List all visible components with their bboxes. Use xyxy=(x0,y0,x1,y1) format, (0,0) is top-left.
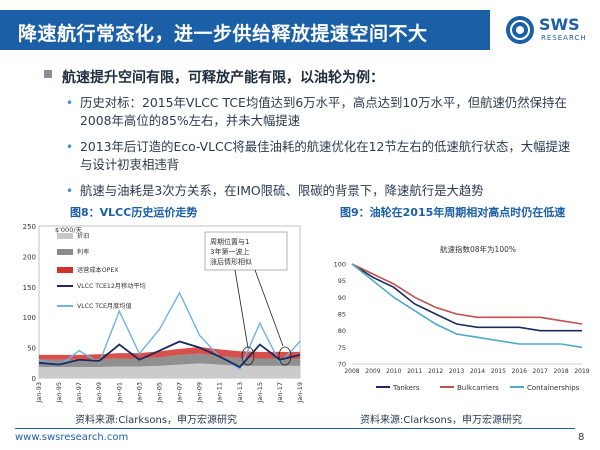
bullet-item: • 航速与油耗是3次方关系，在IMO限硫、限碳的背景下，降速航行是大趋势 xyxy=(66,182,580,200)
fig8-x-tick-label: Jan-19 xyxy=(296,382,304,404)
fig8-annotation-text: 涨后情形相似 xyxy=(210,257,252,266)
fig9-x-tick-label: 2009 xyxy=(365,368,380,375)
fig8-x-tick-label: Jan-05 xyxy=(155,382,163,404)
figure8-source: 资料来源:Clarksons，申万宏源研究 xyxy=(75,415,238,426)
fig8-y-tick-label: 200 xyxy=(23,253,36,261)
figure8-title: 图8：VLCC历史运价走势 xyxy=(70,206,198,219)
bullet-text: 航速与油耗是3次方关系，在IMO限硫、限碳的背景下，降速航行是大趋势 xyxy=(80,183,484,198)
fig9-y-tick-label: 90 xyxy=(338,294,346,302)
fig9-x-tick-label: 2008 xyxy=(344,368,359,375)
fig8-x-tick-label: Jan-03 xyxy=(135,382,143,404)
slide-title: 降速航行常态化，进一步供给释放提速空间不大 xyxy=(18,23,428,45)
fig9-line-containerships xyxy=(351,263,583,349)
page-number: 8 xyxy=(578,432,585,443)
fig8-tce-monthly-line xyxy=(38,291,301,370)
fig8-annotation-arrow xyxy=(234,269,249,349)
fig8-y-tick-label: 150 xyxy=(23,284,36,292)
fig8-legend-label: VLCC TCE12月移动平均 xyxy=(77,282,146,290)
fig9-x-tick-label: 2016 xyxy=(512,368,527,375)
logo-text: SWS xyxy=(539,15,580,34)
fig8-legend-swatch xyxy=(57,233,73,239)
figure9-source: 资料来源:Clarksons，申万宏源研究 xyxy=(360,415,523,426)
fig8-x-tick-label: Jan-95 xyxy=(55,382,63,404)
fig9-y-tick-label: 100 xyxy=(334,261,346,269)
fig9-x-tick-label: 2013 xyxy=(449,368,464,375)
fig8-legend-label: 利率 xyxy=(77,248,89,256)
fig8-legend-swatch xyxy=(57,249,73,255)
dot-bullet-icon: • xyxy=(66,184,74,198)
sws-logo-icon xyxy=(506,16,534,44)
logo-subtext: RESEARCH xyxy=(541,34,587,42)
sws-logo: SWS RESEARCH xyxy=(505,12,595,48)
figure9-chart: 航速指数08年为100% 70 75 80 85 90 95 100 2008 2009 2010 2… xyxy=(334,244,590,392)
fig8-y-tick-label: 0 xyxy=(32,375,36,383)
fig9-x-tick-label: 2010 xyxy=(386,368,401,375)
bullet-item: • 历史对标：2015年VLCC TCE均值达到6万水平，高点达到10万水平，但… xyxy=(66,94,580,130)
fig9-x-tick-label: 2017 xyxy=(533,368,548,375)
fig9-x-tick-label: 2014 xyxy=(470,368,485,375)
fig8-x-tick-label: Jan-97 xyxy=(75,382,83,404)
fig8-x-tick-label: Jan-07 xyxy=(176,382,184,404)
fig8-x-tick-label: Jan-99 xyxy=(95,382,103,404)
fig9-y-tick-label: 75 xyxy=(338,344,346,352)
fig9-legend-label: Tankers xyxy=(392,384,420,392)
fig9-x-tick-label: 2011 xyxy=(407,368,422,375)
fig8-x-tick-label: Jan-15 xyxy=(256,382,264,404)
footer-divider xyxy=(15,428,575,429)
fig8-x-tick-label: Jan-09 xyxy=(196,382,204,404)
fig9-x-tick-label: 2018 xyxy=(553,368,568,375)
fig9-subtitle: 航速指数08年为100% xyxy=(440,244,516,254)
footer-url: www.swsresearch.com xyxy=(15,432,129,443)
fig9-x-tick-label: 2019 xyxy=(574,368,589,375)
fig9-x-tick-label: 2012 xyxy=(428,368,443,375)
fig9-y-tick-label: 70 xyxy=(338,361,346,369)
fig8-x-tick-label: Jan-13 xyxy=(236,382,244,404)
slide-header: 降速航行常态化，进一步供给释放提速空间不大 SWS RESEARCH xyxy=(0,0,600,56)
fig8-depreciation-area xyxy=(39,363,300,378)
fig8-legend-label: 运营成本OPEX xyxy=(77,266,119,274)
fig8-y-unit: $'000/天 xyxy=(55,226,83,234)
figure8-chart: 0 50 100 150 200 250 $'000/天 Jan-93 Jan-95 Jan-97… xyxy=(23,223,304,404)
fig9-legend-label: Bulkcarriers xyxy=(457,384,499,392)
fig8-tce-ma-line xyxy=(38,340,301,369)
dot-bullet-icon: • xyxy=(66,140,74,154)
fig8-x-tick-label: Jan-01 xyxy=(115,382,123,404)
fig9-line-bulkcarriers xyxy=(351,263,583,325)
dot-bullet-icon: • xyxy=(66,96,74,110)
fig9-x-tick-label: 2015 xyxy=(491,368,506,375)
title-bar: 降速航行常态化，进一步供给释放提速空间不大 xyxy=(0,10,490,50)
fig8-x-tick-label: Jan-11 xyxy=(216,382,224,404)
fig8-y-tick-label: 50 xyxy=(27,345,36,353)
fig8-annotation-arrow xyxy=(254,269,284,347)
bullet-item: • 2013年后订造的Eco-VLCC将最佳油耗的航速优化在12节左右的低速航行… xyxy=(66,138,580,174)
lead-point: 航速提升空间有限，可释放产能有限，以油轮为例： xyxy=(62,70,384,86)
fig9-line-tankers xyxy=(351,263,582,332)
fig8-annotation-circle xyxy=(241,346,255,366)
fig8-x-tick-label: Jan-17 xyxy=(276,382,284,404)
fig8-annotation-text: 3年第一波上 xyxy=(210,247,249,256)
fig8-legend-label: VLCC TCE月度均值 xyxy=(77,302,132,310)
figure9-title: 图9：油轮在2015年周期相对高点时仍在低速 xyxy=(340,206,566,219)
fig8-y-tick-label: 250 xyxy=(23,223,36,231)
square-bullet-icon xyxy=(44,70,52,78)
bullet-text: 历史对标：2015年VLCC TCE均值达到6万水平，高点达到10万水平，但航速… xyxy=(80,95,567,128)
fig8-annotation-circle xyxy=(278,346,292,366)
fig8-y-tick-label: 100 xyxy=(23,314,36,322)
fig9-y-tick-label: 85 xyxy=(338,311,346,319)
fig9-legend-label: Containerships xyxy=(527,384,580,392)
fig8-legend-swatch xyxy=(57,267,73,273)
bullet-text: 2013年后订造的Eco-VLCC将最佳油耗的航速优化在12节左右的低速航行状态… xyxy=(80,139,571,172)
fig9-y-tick-label: 95 xyxy=(338,277,346,285)
fig8-legend-label: 折旧 xyxy=(77,232,89,240)
fig8-annotation-box xyxy=(204,231,288,271)
fig8-annotation-text: 周期位置与1 xyxy=(210,237,249,246)
fig9-y-tick-label: 80 xyxy=(338,327,346,335)
fig8-x-tick-label: Jan-93 xyxy=(35,382,43,404)
